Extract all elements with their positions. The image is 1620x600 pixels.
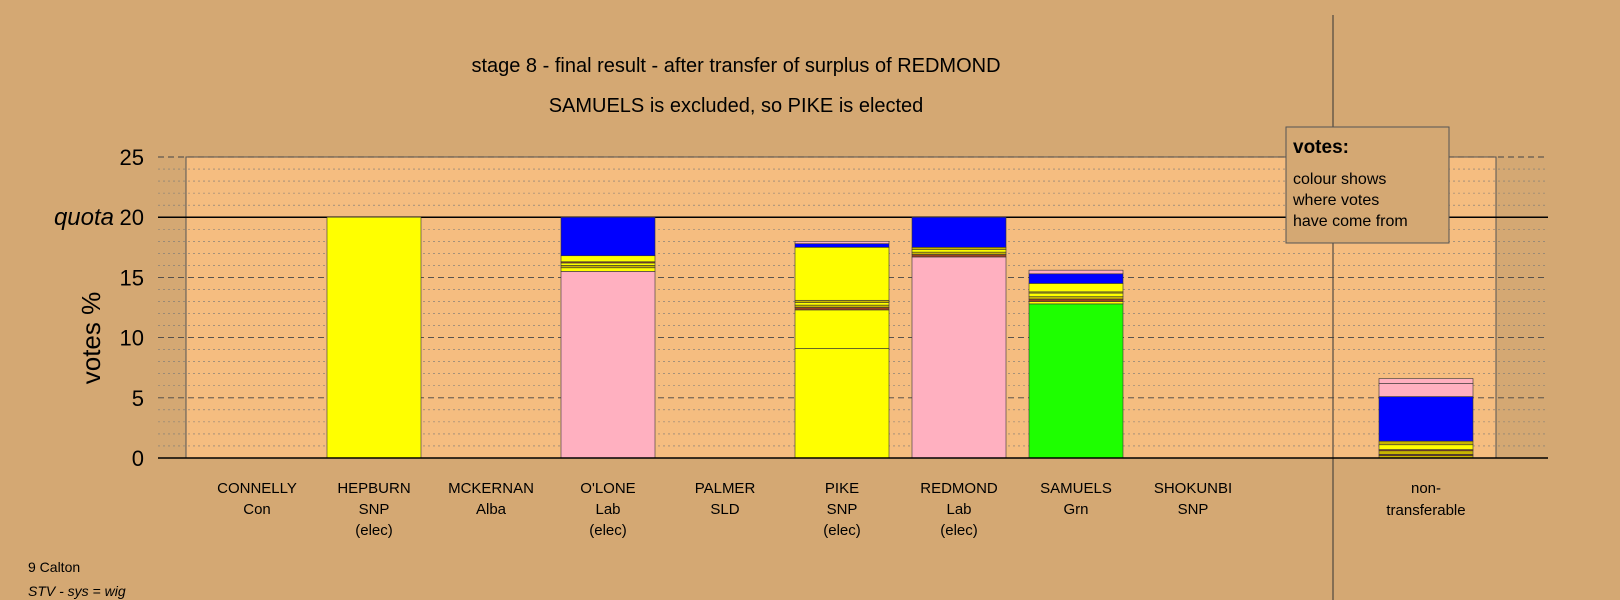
bar-segment	[794, 247, 890, 301]
candidate-name: SHOKUNBI	[1154, 480, 1232, 497]
footer-system: STV - sys = wig	[28, 583, 126, 599]
bar-segment	[326, 216, 422, 459]
legend-title: votes:	[1293, 137, 1349, 158]
quota-label: quota	[54, 204, 114, 231]
y-tick-label: 5	[132, 386, 144, 411]
bar-segment	[560, 216, 656, 257]
bar-segment	[1028, 269, 1124, 275]
candidate-party: SNP	[827, 501, 858, 518]
legend: votes: colour shows where votes have com…	[1285, 126, 1450, 244]
nontransferable-label-2: transferable	[1386, 502, 1465, 519]
y-tick-label: 15	[120, 265, 144, 290]
candidate-status: (elec)	[355, 522, 393, 539]
bar-segment	[911, 254, 1007, 258]
candidate-party: SNP	[1178, 501, 1209, 518]
nontransferable-label-1: non-	[1411, 480, 1441, 497]
legend-line2: where votes	[1292, 192, 1379, 209]
candidate-status: (elec)	[940, 522, 978, 539]
bar-segment	[560, 267, 656, 272]
bar-segment	[911, 216, 1007, 248]
nontransferable-segment	[1378, 440, 1474, 446]
candidate-name: SAMUELS	[1040, 480, 1112, 497]
candidate-name: PIKE	[825, 480, 859, 497]
bar-redmond	[911, 216, 1007, 459]
candidate-party: SLD	[710, 501, 739, 518]
legend-line1: colour shows	[1293, 171, 1386, 188]
bar-segment	[794, 307, 890, 311]
bar-segment	[794, 243, 890, 248]
candidate-name: MCKERNAN	[448, 480, 534, 497]
bar-segment	[560, 265, 656, 269]
chart-subtitle: SAMUELS is excluded, so PIKE is elected	[549, 95, 924, 117]
candidate-party: Lab	[946, 501, 971, 518]
bar-segment	[560, 262, 656, 266]
nontransferable-segment	[1378, 444, 1474, 450]
candidate-status: (elec)	[823, 522, 861, 539]
bar-segment	[794, 348, 890, 459]
candidate-name: O'LONE	[580, 480, 635, 497]
y-tick-label: 25	[120, 145, 144, 170]
legend-box	[1285, 126, 1450, 244]
candidate-name: PALMER	[695, 480, 756, 497]
bar-segment	[794, 240, 890, 244]
nontransferable-segment	[1378, 396, 1474, 442]
y-axis-label: votes %	[76, 292, 106, 385]
bar-segment	[1028, 292, 1124, 297]
nontransferable-segment	[1378, 383, 1474, 397]
candidate-party: Lab	[595, 501, 620, 518]
candidate-name: CONNELLY	[217, 480, 297, 497]
bar-segment	[1028, 283, 1124, 293]
bar-segment	[794, 299, 890, 303]
legend-line3: have come from	[1293, 213, 1408, 230]
candidate-name: REDMOND	[920, 480, 998, 497]
bar-segment	[794, 304, 890, 308]
bar-segment	[560, 255, 656, 263]
bars	[326, 216, 1124, 459]
nontransferable-segment	[1378, 450, 1474, 455]
bar-segment	[911, 256, 1007, 459]
bar-segment	[560, 271, 656, 459]
y-tick-label: 0	[132, 446, 144, 471]
y-tick-label: 10	[120, 326, 144, 351]
bar-segment	[911, 247, 1007, 251]
candidate-status: (elec)	[589, 522, 627, 539]
bar-olone	[560, 216, 656, 459]
bar-pike	[794, 240, 890, 459]
candidate-party: Grn	[1063, 501, 1088, 518]
candidate-party: Alba	[476, 501, 507, 518]
candidate-party: Con	[243, 501, 271, 518]
bar-segment	[1028, 301, 1124, 305]
bar-segment	[911, 249, 1007, 253]
candidate-name: HEPBURN	[337, 480, 410, 497]
nontransferable-segment	[1378, 378, 1474, 384]
bar-segment	[911, 251, 1007, 255]
x-axis-labels: CONNELLY Con HEPBURN SNP (elec) MCKERNAN Alba O…	[217, 480, 1232, 539]
bar-segment	[794, 309, 890, 349]
bar-segment	[1028, 273, 1124, 284]
footer-ward: 9 Calton	[28, 559, 80, 575]
bar-segment	[1028, 303, 1124, 459]
bar-segment	[1028, 296, 1124, 300]
bar-hepburn	[326, 216, 422, 459]
candidate-party: SNP	[359, 501, 390, 518]
nontransferable-bar	[1378, 378, 1474, 459]
bar-segment	[794, 302, 890, 306]
y-tick-label: 20	[120, 205, 144, 230]
chart-title: stage 8 - final result - after transfer …	[471, 55, 1000, 77]
bar-samuels	[1028, 269, 1124, 459]
y-axis-ticks: 0 5 10 15 20 25	[120, 145, 144, 471]
bar-segment	[1028, 298, 1124, 302]
